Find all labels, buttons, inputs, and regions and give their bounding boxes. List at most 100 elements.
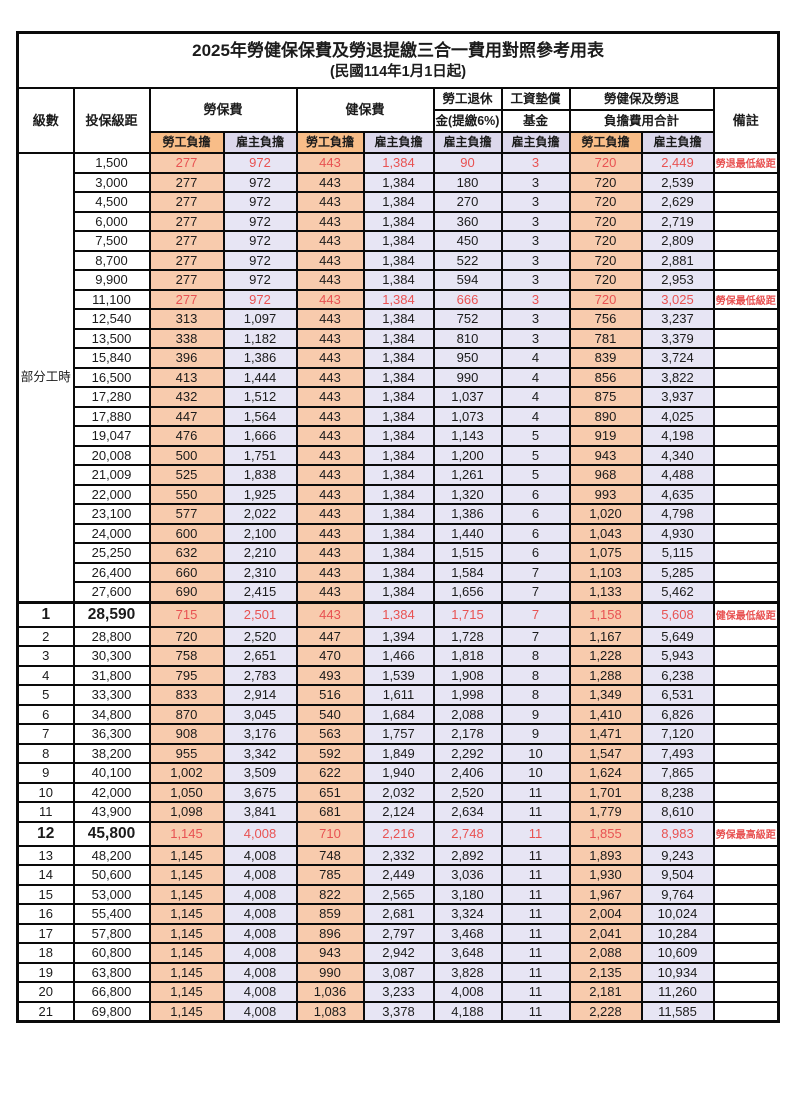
cell-laborins-worker: 1,050	[148, 781, 225, 803]
cell-salary-bracket: 3,000	[72, 171, 151, 193]
cell-pension-employer: 180	[432, 171, 503, 193]
cell-note	[712, 762, 780, 784]
cell-salary-bracket: 25,250	[72, 542, 151, 564]
cell-level: 8	[16, 742, 75, 764]
table-row: 19 63,800 1,145 4,008 990 3,087 3,828 11 2,135 10…	[16, 961, 780, 983]
cell-note	[712, 464, 780, 486]
cell-healthins-employer: 2,332	[362, 844, 435, 866]
table-row: 部分工時 1,500 277 972 443 1,384 90 3 720 2,449 勞退最低級距	[16, 152, 780, 603]
cell-total-employer: 6,531	[640, 684, 715, 706]
cell-total-worker: 1,893	[568, 844, 643, 866]
cell-total-worker: 720	[568, 210, 643, 232]
cell-wagefund-employer: 11	[500, 922, 571, 944]
table-row: 10 42,000 1,050 3,675 651 2,032 2,520 11 1,701 8,…	[16, 781, 780, 803]
cell-healthins-worker: 443	[295, 561, 365, 583]
cell-note	[712, 269, 780, 291]
header-total-line1: 勞健保及勞退	[568, 87, 715, 111]
cell-total-worker: 1,228	[568, 645, 643, 667]
cell-wagefund-employer: 11	[500, 903, 571, 925]
cell-note	[712, 210, 780, 232]
cell-note	[712, 684, 780, 706]
cell-total-worker: 2,004	[568, 903, 643, 925]
cell-healthins-employer: 1,384	[362, 444, 435, 466]
cell-healthins-worker: 443	[295, 347, 365, 369]
cell-total-employer: 10,024	[640, 903, 715, 925]
cell-pension-employer: 3,828	[432, 961, 503, 983]
cell-total-employer: 10,284	[640, 922, 715, 944]
table-row: 7,500 277 972 443 1,384 450 3 720 2,809	[18, 230, 780, 252]
cell-note	[712, 347, 780, 369]
cell-salary-bracket: 63,800	[72, 961, 151, 983]
cell-wagefund-employer: 11	[500, 844, 571, 866]
cell-total-worker: 2,041	[568, 922, 643, 944]
header-row-3: 勞工負擔 雇主負擔 勞工負擔 雇主負擔 雇主負擔 雇主負擔 勞工負擔 雇主負擔	[18, 131, 779, 154]
cell-pension-employer: 3,324	[432, 903, 503, 925]
cell-level: 7	[16, 723, 75, 745]
cell-note	[712, 405, 780, 427]
cell-healthins-worker: 748	[295, 844, 365, 866]
cell-pension-employer: 1,818	[432, 645, 503, 667]
cell-laborins-worker: 277	[148, 152, 225, 174]
cell-total-employer: 11,585	[640, 1000, 715, 1023]
table-row: 4,500 277 972 443 1,384 270 3 720 2,629	[18, 191, 780, 213]
cell-pension-employer: 4,188	[432, 1000, 503, 1023]
cell-note	[712, 230, 780, 252]
cell-laborins-worker: 1,145	[148, 820, 225, 847]
cell-healthins-employer: 1,384	[362, 288, 435, 310]
cell-total-employer: 4,635	[640, 483, 715, 505]
cell-laborins-worker: 1,145	[148, 981, 225, 1003]
title-cell: 2025年勞健保保費及勞退提繳三合一費用對照參考用表 (民國114年1月1日起)	[16, 31, 780, 89]
cell-salary-bracket: 26,400	[72, 561, 151, 583]
cell-healthins-employer: 1,466	[362, 645, 435, 667]
cell-level: 4	[16, 664, 75, 686]
cell-wagefund-employer: 5	[500, 425, 571, 447]
cell-healthins-worker: 896	[295, 922, 365, 944]
cell-salary-bracket: 69,800	[72, 1000, 151, 1023]
cell-note	[712, 444, 780, 466]
cell-total-worker: 1,167	[568, 625, 643, 647]
cell-total-worker: 1,624	[568, 762, 643, 784]
header-row-1: 級數 投保級距 勞保費 健保費 勞工退休 工資墊償 勞健保及勞退 備註	[16, 87, 780, 154]
cell-total-employer: 9,243	[640, 844, 715, 866]
cell-laborins-worker: 690	[148, 581, 225, 603]
cell-healthins-employer: 1,384	[362, 308, 435, 330]
cell-note	[712, 781, 780, 803]
cell-level: 14	[16, 864, 75, 886]
cell-total-worker: 1,043	[568, 522, 643, 544]
cell-wagefund-employer: 10	[500, 762, 571, 784]
cell-healthins-worker: 443	[295, 249, 365, 271]
cell-level: 3	[16, 645, 75, 667]
cell-healthins-worker: 592	[295, 742, 365, 764]
cell-salary-bracket: 4,500	[72, 191, 151, 213]
cell-wagefund-employer: 11	[500, 1000, 571, 1023]
cell-salary-bracket: 53,000	[72, 883, 151, 905]
cell-laborins-worker: 277	[148, 210, 225, 232]
cell-total-employer: 4,025	[640, 405, 715, 427]
cell-salary-bracket: 66,800	[72, 981, 151, 1003]
cell-note	[712, 483, 780, 505]
cell-pension-employer: 2,634	[432, 801, 503, 823]
cell-wagefund-employer: 6	[500, 542, 571, 564]
cell-salary-bracket: 6,000	[72, 210, 151, 232]
cell-healthins-worker: 622	[295, 762, 365, 784]
cell-laborins-worker: 277	[148, 249, 225, 271]
cell-healthins-employer: 1,384	[362, 191, 435, 213]
table-row: 17 57,800 1,145 4,008 896 2,797 3,468 11 2,041 10…	[16, 922, 780, 944]
cell-healthins-employer: 2,942	[362, 942, 435, 964]
cell-laborins-employer: 4,008	[222, 903, 298, 925]
subheader-healthins-worker: 勞工負擔	[295, 131, 365, 154]
cell-total-employer: 5,462	[640, 581, 715, 603]
cell-healthins-employer: 1,384	[362, 561, 435, 583]
cell-salary-bracket: 45,800	[72, 820, 151, 847]
cell-laborins-employer: 972	[222, 210, 298, 232]
cell-healthins-worker: 1,036	[295, 981, 365, 1003]
header-note: 備註	[712, 87, 780, 154]
table-row: 25,250 632 2,210 443 1,384 1,515 6 1,075 5,115	[18, 542, 780, 564]
cell-wagefund-employer: 7	[500, 600, 571, 628]
cell-healthins-employer: 2,565	[362, 883, 435, 905]
table-row: 27,600 690 2,415 443 1,384 1,656 7 1,133 5,462	[18, 581, 780, 603]
cell-total-employer: 2,953	[640, 269, 715, 291]
cell-note	[712, 801, 780, 823]
cell-healthins-worker: 443	[295, 464, 365, 486]
header-wage-fund-line2: 基金	[500, 109, 571, 133]
